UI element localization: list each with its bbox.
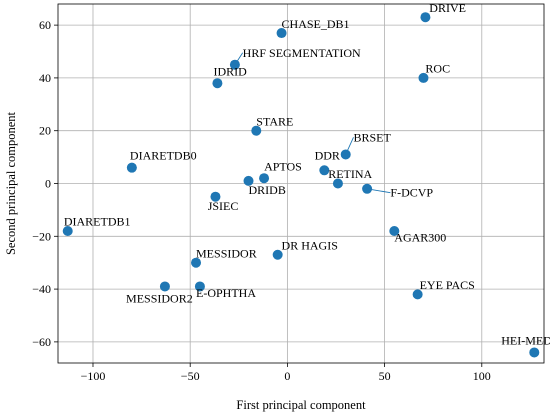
plot-frame	[57, 3, 545, 364]
point-label: MESSIDOR	[196, 246, 257, 260]
data-point	[529, 347, 540, 358]
point-label: DDR	[315, 149, 340, 163]
point-label: RETINA	[328, 167, 372, 181]
y-tick-label: 0	[45, 177, 51, 191]
point-label: CHASE_DB1	[282, 17, 350, 31]
y-tick-label: −60	[32, 335, 51, 349]
point-label: ROC	[425, 62, 450, 76]
point-label: EYE PACS	[420, 278, 475, 292]
data-point	[340, 149, 351, 160]
data-point	[362, 183, 373, 194]
x-tick-label: −100	[81, 369, 106, 383]
data-points	[62, 12, 540, 358]
point-label: APTOS	[264, 159, 302, 173]
point-label: DIARETDB0	[130, 149, 197, 163]
point-label: DR HAGIS	[282, 238, 338, 252]
x-tick-label: 100	[473, 369, 491, 383]
x-tick-label: −50	[181, 369, 200, 383]
data-point	[212, 78, 223, 89]
grid	[58, 4, 544, 363]
point-label: HRF SEGMENTATION	[243, 46, 361, 60]
point-label: HEI-MED	[501, 334, 550, 348]
data-point	[259, 173, 270, 184]
data-point	[332, 178, 343, 189]
y-tick-label: 20	[39, 124, 51, 138]
point-label: DRIVE	[429, 1, 466, 15]
data-point	[243, 175, 254, 186]
point-label: JSIEC	[208, 199, 239, 213]
data-point	[272, 249, 283, 260]
data-point	[229, 59, 240, 70]
axis-ticks: −100 −50 0 50 100 −60 −40 −20 0 20 40 60	[32, 18, 491, 383]
data-point	[319, 165, 330, 176]
point-label: E-OPHTHA	[196, 286, 256, 300]
data-point	[389, 226, 400, 237]
data-point	[194, 281, 205, 292]
data-point	[191, 257, 202, 268]
point-label: F-DCVP	[390, 186, 433, 200]
y-tick-label: −20	[32, 229, 51, 243]
data-point	[418, 72, 429, 83]
data-point	[276, 28, 287, 39]
data-point	[412, 289, 423, 300]
data-point	[159, 281, 170, 292]
y-tick-label: 40	[39, 71, 51, 85]
y-tick-label: 60	[39, 18, 51, 32]
point-labels: DRIVE CHASE_DB1 HRF SEGMENTATION ROC IDRID ST…	[64, 1, 550, 348]
data-point	[210, 191, 221, 202]
point-label: DIARETDB1	[64, 215, 131, 229]
data-point	[420, 12, 431, 23]
x-tick-label: 0	[284, 369, 290, 383]
y-axis-label: Second principal component	[4, 111, 18, 255]
data-point	[62, 226, 73, 237]
data-point	[126, 162, 137, 173]
point-label: DRIDB	[249, 183, 286, 197]
point-label: AGAR300	[394, 231, 446, 245]
point-label: MESSIDOR2	[126, 291, 193, 305]
x-axis-label: First principal component	[236, 398, 366, 412]
point-label: BRSET	[353, 130, 391, 144]
point-label: IDRID	[214, 64, 248, 78]
point-label: STARE	[256, 114, 293, 128]
data-point	[251, 125, 262, 136]
x-tick-label: 50	[379, 369, 391, 383]
y-tick-label: −40	[32, 282, 51, 296]
